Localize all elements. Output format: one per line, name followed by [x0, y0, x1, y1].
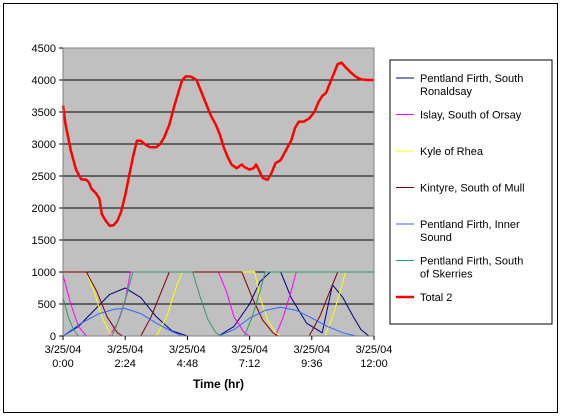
legend-box [389, 59, 553, 325]
series-line-4 [63, 271, 374, 337]
legend-label-3: Kyle of Rhea [420, 146, 484, 158]
y-tick-label: 0 [50, 331, 56, 343]
x-tick-date-label: 3/25/04 [107, 344, 144, 356]
y-tick-label: 3000 [32, 139, 56, 151]
y-tick-label: 1000 [32, 267, 56, 279]
x-tick-date-label: 3/25/04 [169, 344, 206, 356]
y-tick-label: 500 [38, 299, 56, 311]
y-tick-label: 1500 [32, 235, 56, 247]
legend-label-6: Pentland Firth, South [420, 256, 523, 268]
y-tick-label: 2000 [32, 203, 56, 215]
y-axis-ticks: 0 500 1000 1500 2000 2500 3000 3500 4000 4500 [32, 43, 63, 343]
x-tick-time-label: 9:36 [301, 358, 322, 370]
legend-label-1: Pentland Firth, South [420, 73, 523, 85]
series-lines [61, 61, 374, 337]
x-axis-ticks: 3/25/04 0:00 3/25/04 2:24 3/25/04 4:48 3/25/04… [45, 336, 393, 370]
legend-label-7: Total 2 [420, 292, 452, 304]
x-axis-title: Time (hr) [193, 377, 244, 391]
x-tick-date-label: 3/25/04 [45, 344, 82, 356]
series-line-1 [62, 271, 370, 337]
legend-label-5: Pentland Firth, Inner [420, 219, 520, 231]
y-tick-label: 4500 [32, 43, 56, 55]
series-line-6 [62, 271, 374, 337]
x-tick-date-label: 3/25/04 [293, 344, 330, 356]
x-tick-date-label: 3/25/04 [356, 344, 393, 356]
y-tick-label: 4000 [32, 75, 56, 87]
series-line-7 [61, 61, 374, 228]
x-tick-time-label: 4:48 [177, 358, 198, 370]
y-tick-label: 2500 [32, 171, 56, 183]
y-tick-label: 3500 [32, 107, 56, 119]
x-tick-time-label: 7:12 [239, 358, 260, 370]
legend-label-1: Ronaldsay [420, 86, 472, 98]
legend-label-4: Kintyre, South of Mull [420, 183, 525, 195]
legend-label-6: of Skerries [420, 269, 473, 281]
legend-label-5: Sound [420, 232, 452, 244]
series-line-2 [62, 271, 374, 337]
x-tick-date-label: 3/25/04 [231, 344, 268, 356]
x-tick-time-label: 2:24 [114, 358, 135, 370]
x-tick-time-label: 12:00 [360, 358, 388, 370]
legend-label-2: Islay, South of Orsay [420, 110, 522, 122]
plot-border [62, 47, 375, 337]
x-tick-time-label: 0:00 [52, 358, 73, 370]
series-line-5 [62, 306, 374, 337]
